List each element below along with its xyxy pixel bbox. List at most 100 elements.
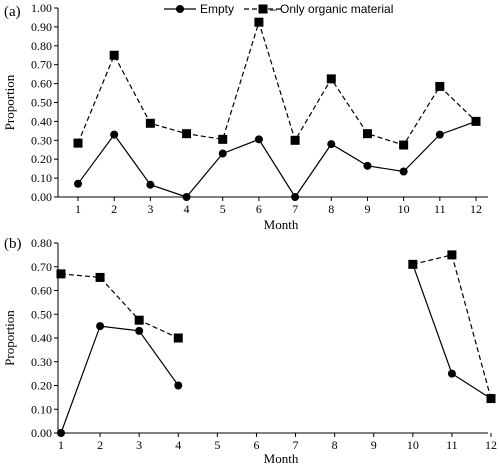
data-point-empty (57, 429, 65, 437)
data-point-empty (472, 117, 480, 126)
data-point-empty (408, 260, 417, 269)
y-tick-label: 0.40 (31, 114, 52, 128)
data-point-empty (254, 135, 263, 144)
x-tick-label: 12 (470, 202, 482, 216)
legend-label-organic: – Only organic material (270, 2, 393, 16)
series-organic (56, 250, 496, 404)
x-tick-label: 9 (371, 438, 377, 452)
y-tick-label: 0.50 (31, 96, 52, 110)
x-tick-label: 7 (293, 438, 299, 452)
y-axis-label: Proportion (2, 74, 17, 130)
data-point-organic (182, 129, 192, 139)
legend: Empty – Only organic material (164, 2, 393, 16)
series-line (60, 273, 179, 339)
x-tick-label: 3 (147, 202, 153, 216)
y-tick-label: 0.60 (31, 284, 52, 298)
data-point-empty (96, 322, 105, 331)
panel-a: 0.00 0.10 0.20 0.30 0.40 0.50 0.60 0.70 0.80 0.90… (2, 1, 488, 232)
series-line (77, 120, 477, 199)
data-point-empty (146, 180, 155, 189)
data-point-empty (435, 130, 444, 139)
x-tick-label: 11 (434, 202, 446, 216)
data-point-organic (254, 17, 264, 27)
y-tick-label: 0.00 (31, 426, 52, 440)
data-point-organic (109, 50, 119, 60)
x-tick-label: 12 (485, 438, 497, 452)
legend-label-empty: Empty (200, 2, 234, 16)
y-tick-label: 0.70 (31, 58, 52, 72)
x-tick-label: 4 (184, 202, 190, 216)
x-tick-label: 3 (136, 438, 142, 452)
legend-marker-organic (258, 4, 268, 14)
series-organic (73, 17, 481, 150)
data-point-organic (218, 134, 228, 144)
x-tick-label: 5 (214, 438, 220, 452)
y-tick-label: 0.80 (31, 39, 52, 53)
data-point-organic (399, 140, 409, 150)
data-point-organic (95, 272, 105, 282)
panel-b: 0.000.100.200.300.400.500.600.700.801 2 3 4… (2, 236, 497, 465)
y-tick-label: 0.90 (31, 20, 52, 34)
y-tick-label: 0.20 (31, 152, 52, 166)
x-tick-label: 8 (332, 438, 338, 452)
y-tick-label: 0.30 (31, 355, 52, 369)
data-point-organic (134, 315, 144, 325)
data-point-organic (73, 138, 83, 148)
x-tick-label: 2 (111, 202, 117, 216)
y-tick-label: 0.30 (31, 133, 52, 147)
x-axis-label: Month (264, 451, 299, 465)
data-point-empty (447, 369, 456, 378)
data-point-organic (56, 269, 66, 279)
x-tick-label: 9 (364, 202, 370, 216)
y-tick-label: 0.40 (31, 331, 52, 345)
data-point-empty (135, 326, 144, 335)
y-tick-label: 1.00 (31, 1, 52, 15)
x-tick-label: 2 (97, 438, 103, 452)
y-tick-label: 0.10 (31, 171, 52, 185)
x-tick-label: 8 (328, 202, 334, 216)
data-point-empty (327, 140, 336, 149)
x-tick-label: 1 (75, 202, 81, 216)
x-tick-label: 5 (220, 202, 226, 216)
data-point-organic (173, 333, 183, 343)
series-empty (57, 260, 495, 437)
y-tick-label: 0.50 (31, 307, 52, 321)
data-point-organic (362, 129, 372, 139)
data-point-organic (290, 135, 300, 145)
y-tick-label: 0.10 (31, 402, 52, 416)
data-point-empty (218, 149, 227, 158)
y-tick-label: 0.60 (31, 77, 52, 91)
data-point-organic (447, 250, 457, 260)
data-point-empty (399, 167, 408, 176)
x-axis-label: Month (264, 217, 299, 232)
x-tick-label: 7 (292, 202, 298, 216)
series-line (77, 20, 477, 146)
series-line (412, 264, 492, 400)
series-empty (74, 117, 480, 201)
panel-label: (a) (4, 4, 21, 20)
data-point-empty (487, 394, 495, 403)
data-point-empty (174, 381, 183, 390)
y-axis-label: Proportion (2, 310, 17, 366)
x-tick-label: 6 (253, 438, 259, 452)
y-tick-label: 0.00 (31, 190, 52, 204)
x-tick-label: 1 (58, 438, 64, 452)
x-tick-label: 11 (446, 438, 458, 452)
y-tick-label: 0.70 (31, 260, 52, 274)
data-point-organic (326, 74, 336, 84)
data-point-empty (363, 161, 372, 170)
data-point-empty (74, 179, 82, 188)
legend-marker-empty (176, 5, 184, 13)
series-line (60, 325, 179, 434)
data-point-empty (110, 130, 119, 139)
data-point-empty (291, 193, 300, 201)
y-tick-label: 0.80 (31, 236, 52, 250)
y-tick-label: 0.20 (31, 379, 52, 393)
x-tick-label: 6 (256, 202, 262, 216)
x-tick-label: 4 (175, 438, 181, 452)
panel-label: (b) (4, 236, 22, 252)
x-tick-label: 10 (398, 202, 410, 216)
data-point-organic (145, 118, 155, 128)
data-point-empty (182, 193, 191, 201)
